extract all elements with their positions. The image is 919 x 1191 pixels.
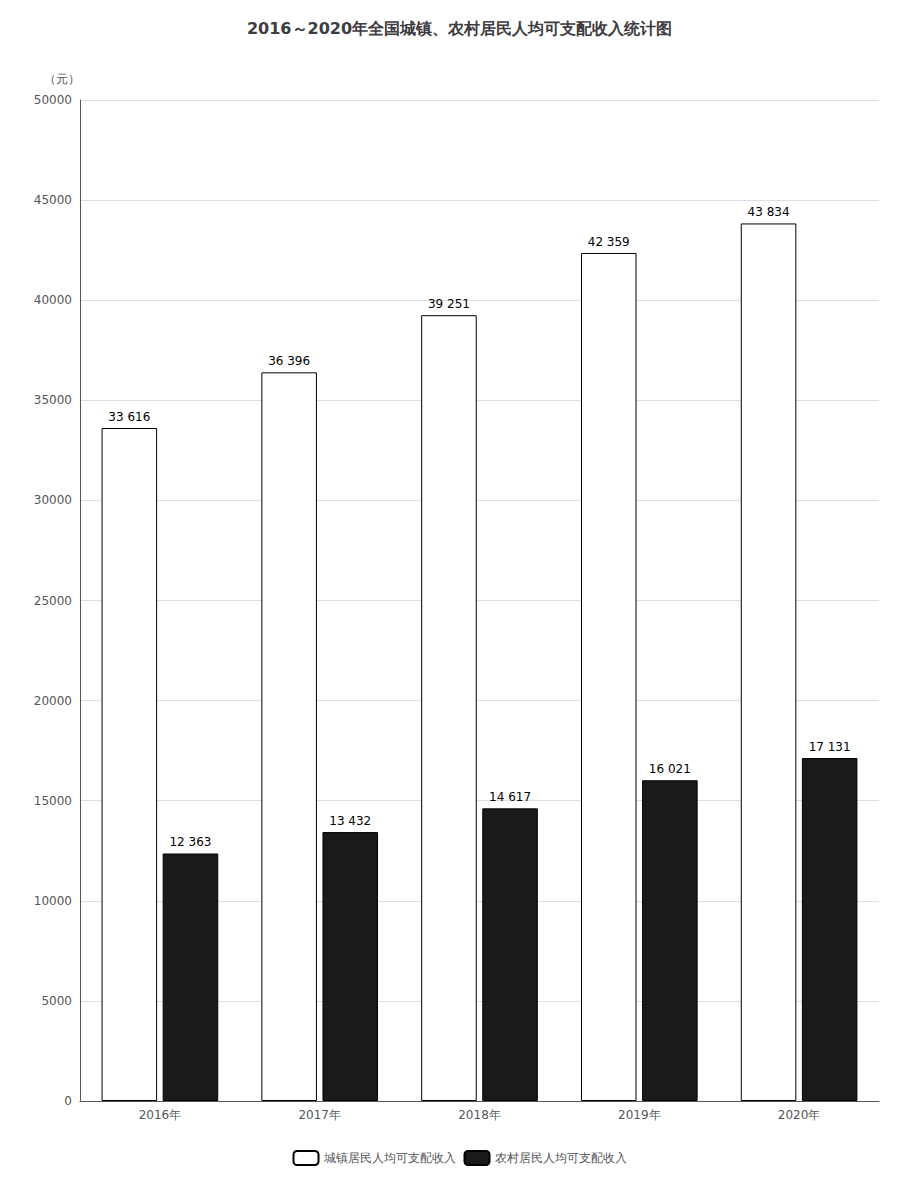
svg-text:45000: 45000 [34, 193, 72, 207]
svg-text:14 617: 14 617 [489, 790, 531, 804]
svg-text:10000: 10000 [34, 894, 72, 908]
svg-text:39 251: 39 251 [428, 297, 470, 311]
svg-text:17 131: 17 131 [809, 740, 851, 754]
svg-text:农村居民人均可支配收入: 农村居民人均可支配收入 [495, 1151, 627, 1165]
svg-text:15000: 15000 [34, 794, 72, 808]
svg-text:2016～2020年全国城镇、农村居民人均可支配收入统计图: 2016～2020年全国城镇、农村居民人均可支配收入统计图 [247, 19, 672, 38]
svg-text:20000: 20000 [34, 694, 72, 708]
svg-text:13 432: 13 432 [329, 814, 371, 828]
svg-text:5000: 5000 [41, 994, 72, 1008]
svg-text:2017年: 2017年 [298, 1108, 341, 1122]
svg-text:43 834: 43 834 [748, 205, 790, 219]
svg-text:12 363: 12 363 [169, 835, 211, 849]
svg-text:36 396: 36 396 [268, 354, 310, 368]
svg-text:25000: 25000 [34, 594, 72, 608]
svg-text:33 616: 33 616 [108, 410, 150, 424]
svg-text:30000: 30000 [34, 493, 72, 507]
svg-text:2019年: 2019年 [618, 1108, 661, 1122]
svg-text:0: 0 [64, 1094, 72, 1108]
svg-text:2016年: 2016年 [139, 1108, 182, 1122]
svg-text:2018年: 2018年 [458, 1108, 501, 1122]
svg-text:（元）: （元） [44, 72, 80, 86]
svg-text:50000: 50000 [34, 93, 72, 107]
svg-text:城镇居民人均可支配收入: 城镇居民人均可支配收入 [323, 1151, 456, 1165]
svg-text:42 359: 42 359 [588, 235, 630, 249]
svg-text:40000: 40000 [34, 293, 72, 307]
svg-text:35000: 35000 [34, 393, 72, 407]
svg-text:2020年: 2020年 [778, 1108, 821, 1122]
svg-text:16 021: 16 021 [649, 762, 691, 776]
